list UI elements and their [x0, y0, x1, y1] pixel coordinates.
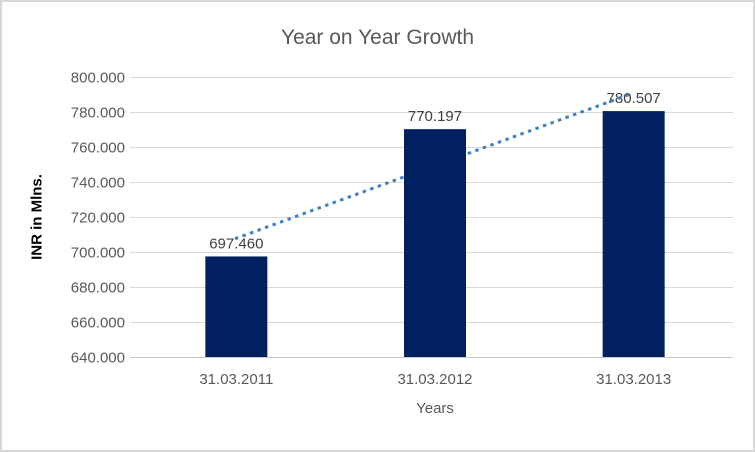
y-tick-label: 660.000: [71, 315, 125, 332]
y-tick-label: 780.000: [71, 105, 125, 122]
bar: [205, 256, 268, 357]
data-label: 770.197: [408, 108, 462, 125]
y-tick-label: 700.000: [71, 245, 125, 262]
y-tick-label: 680.000: [71, 280, 125, 297]
data-label: 780.507: [607, 90, 661, 107]
data-label: 697.460: [209, 235, 263, 252]
x-axis-title: Years: [416, 400, 454, 417]
x-tick-label: 31.03.2012: [397, 371, 472, 388]
trendline: [234, 90, 636, 241]
x-tick-label: 31.03.2011: [199, 371, 273, 388]
y-tick-label: 800.000: [71, 70, 125, 87]
chart-title: Year on Year Growth: [280, 26, 475, 49]
bar: [602, 111, 665, 357]
x-tick-label: 31.03.2013: [596, 371, 671, 388]
bar: [404, 129, 466, 357]
y-tick-label: 640.000: [71, 350, 125, 367]
y-tick-label: 740.000: [71, 175, 125, 192]
y-tick-label: 760.000: [71, 140, 125, 157]
y-tick-label: 720.000: [71, 210, 125, 227]
